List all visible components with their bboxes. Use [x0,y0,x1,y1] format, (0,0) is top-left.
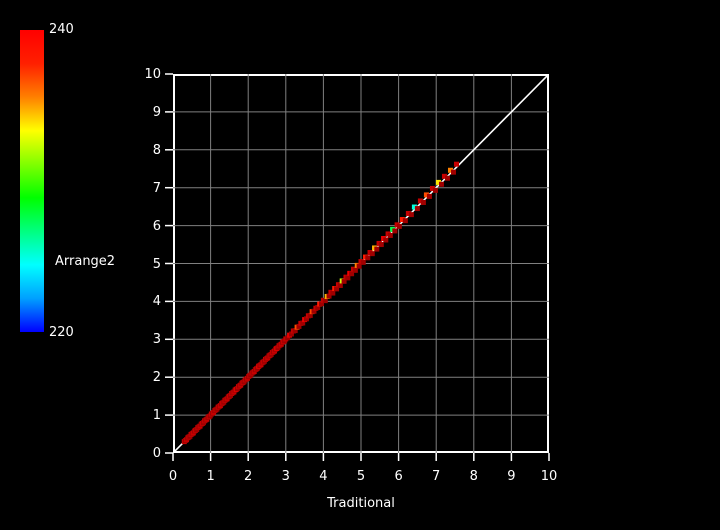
data-point [432,187,438,193]
data-point [285,335,291,341]
y-tick-label: 10 [144,67,161,82]
data-point [399,217,405,223]
data-point [444,175,450,181]
data-point [378,242,384,248]
data-point [326,293,332,299]
plot-canvas [173,74,549,453]
y-tick-label: 9 [152,104,161,120]
data-point [349,271,355,277]
x-tick-label: 4 [319,469,328,484]
data-point [405,210,411,216]
data-point [387,232,393,238]
data-point [420,199,426,205]
data-point [356,263,362,269]
data-point [292,328,298,334]
data-point [315,304,321,310]
data-point [365,255,371,261]
data-point [402,218,408,224]
data-point [352,267,358,273]
data-point [441,173,447,179]
data-point [447,167,453,173]
x-tick-label: 6 [394,469,403,484]
data-point [311,308,317,314]
x-tick-label: 5 [356,469,366,484]
data-point [337,282,343,288]
colorbar-title-label: Arrange2 [55,254,116,269]
data-point [330,290,336,296]
data-point [408,212,414,218]
data-point [300,320,306,326]
x-tick-label: 2 [244,469,253,484]
data-point [435,179,441,185]
data-point [374,246,380,252]
data-point [411,204,417,210]
x-axis-title: Traditional [327,496,395,511]
data-point [319,301,325,307]
data-point [322,298,328,304]
x-tick-label: 7 [432,469,441,484]
colorbar-legend: 240 220 Arrange2 [20,23,115,339]
colorbar-gradient [20,30,44,332]
data-point [334,286,340,292]
data-points [181,161,460,445]
y-tick-label: 2 [152,370,161,386]
x-tick-label: 9 [507,469,516,484]
y-tick-label: 7 [152,180,161,196]
data-point [450,169,456,175]
data-point [383,237,389,243]
data-point [438,181,444,187]
y-tick-label: 1 [152,408,161,424]
data-point [414,206,420,212]
data-point [307,312,313,318]
x-tick-label: 3 [281,469,290,484]
x-tick-label: 0 [168,469,178,484]
y-tick-label: 0 [152,446,161,461]
colorbar-min-label: 220 [49,325,74,340]
data-point [345,275,351,281]
data-point [396,223,402,229]
y-tick-label: 4 [152,294,161,310]
data-point [303,316,309,322]
y-tick-label: 8 [152,142,161,158]
y-tick-label: 3 [152,332,161,348]
data-point [392,228,398,234]
x-tick-label: 10 [540,469,558,484]
x-tick-label: 8 [469,469,478,484]
y-tick-label: 6 [152,218,161,234]
data-point [369,251,375,257]
data-point [454,161,460,167]
data-point [296,323,302,329]
data-point [429,185,435,191]
gridlines [173,74,549,453]
data-point [341,278,347,284]
x-tick-label: 1 [206,469,215,484]
data-point [360,259,366,265]
data-point [288,331,294,337]
data-point [426,193,432,199]
data-point [423,192,429,198]
colorbar-max-label: 240 [49,22,74,37]
y-tick-label: 5 [152,256,161,272]
data-point [417,198,423,204]
